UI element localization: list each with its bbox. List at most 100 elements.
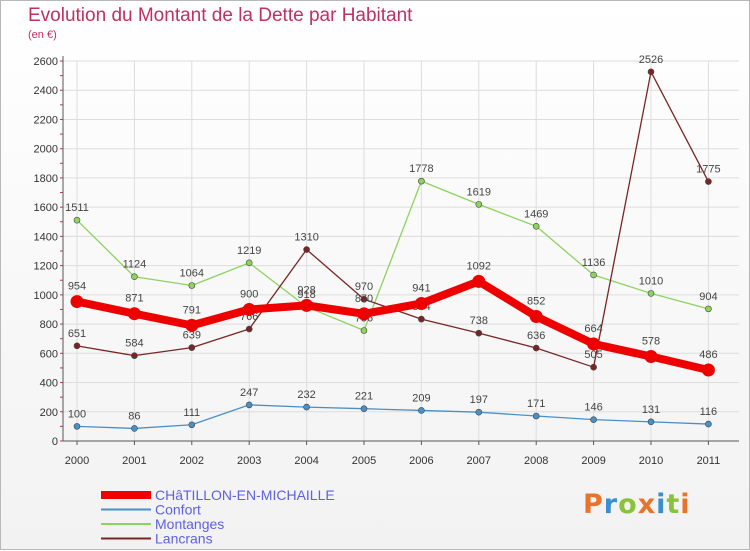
x-tick-label: 2011 [697, 455, 721, 467]
data-label: 639 [183, 330, 201, 342]
data-label: 171 [527, 398, 545, 410]
data-point [587, 337, 601, 351]
data-label: 651 [68, 328, 86, 340]
data-point [303, 403, 310, 411]
y-tick-label: 400 [40, 378, 58, 390]
y-tick-label: 800 [40, 319, 58, 331]
data-label: 1219 [237, 245, 261, 257]
x-tick-label: 2004 [294, 455, 318, 467]
data-point [188, 282, 196, 289]
data-point [131, 273, 138, 281]
data-point [418, 315, 425, 323]
data-point [532, 223, 540, 230]
legend-label: Montanges [155, 516, 224, 532]
data-label: 578 [642, 336, 660, 348]
x-tick-label: 2002 [180, 455, 204, 467]
data-point [245, 325, 253, 333]
data-label: 1511 [65, 202, 89, 214]
legend-label: Lancrans [155, 531, 213, 547]
data-point [705, 178, 712, 185]
data-label: 1136 [582, 257, 606, 269]
data-point [532, 412, 540, 420]
data-label: 636 [527, 330, 545, 342]
logo-letter: o [618, 489, 638, 520]
data-label: 1124 [123, 259, 147, 271]
data-point [300, 298, 314, 312]
data-point [188, 421, 196, 429]
logo-letter: x [637, 489, 657, 520]
data-label: 486 [699, 349, 717, 361]
x-tick-label: 2010 [639, 455, 663, 467]
y-tick-label: 1200 [34, 261, 58, 273]
data-label: 904 [699, 291, 717, 303]
data-label: 146 [584, 402, 602, 414]
data-label: 1092 [467, 260, 491, 272]
data-point [188, 344, 196, 351]
data-point [185, 318, 199, 332]
data-label: 852 [527, 295, 545, 307]
data-label: 131 [642, 404, 660, 416]
data-point [590, 271, 597, 279]
series-line-confort [76, 404, 709, 430]
data-point [705, 305, 712, 313]
x-tick-label: 2009 [581, 455, 605, 467]
y-tick-label: 1000 [34, 290, 58, 302]
y-tick-label: 2200 [34, 114, 58, 126]
logo-letter: t [666, 489, 681, 520]
data-label: 791 [183, 304, 201, 316]
data-label: 1619 [467, 186, 491, 198]
data-label: 970 [355, 281, 373, 293]
data-point [475, 329, 483, 337]
data-label: 941 [412, 282, 430, 294]
y-tick-label: 0 [52, 436, 58, 448]
data-label: 197 [470, 394, 488, 406]
data-point [127, 307, 141, 321]
data-label: 1310 [294, 232, 318, 244]
data-point [414, 296, 428, 310]
data-point [647, 290, 655, 297]
data-label: 900 [240, 288, 258, 300]
data-label: 100 [68, 408, 86, 420]
data-point [647, 418, 655, 426]
series-line-châtillon-en-michaille [76, 277, 710, 374]
data-label: 1064 [180, 267, 204, 279]
y-tick-label: 1800 [34, 173, 58, 185]
data-point [131, 352, 138, 359]
y-tick-label: 1400 [34, 231, 58, 243]
data-point [472, 274, 486, 288]
data-point [647, 68, 655, 76]
data-label: 1469 [524, 208, 548, 220]
proxiti-logo: Proxiti [583, 489, 691, 520]
logo-letter: i [656, 489, 667, 520]
data-point [529, 309, 543, 323]
chart-subtitle: (en €) [28, 29, 57, 41]
data-point [303, 246, 310, 253]
data-point [590, 416, 597, 423]
data-label: 86 [128, 410, 140, 422]
data-point [590, 363, 597, 371]
data-point [70, 295, 84, 309]
data-label: 111 [183, 407, 200, 419]
data-label: 116 [700, 406, 718, 418]
data-point [701, 363, 715, 377]
data-point [242, 302, 256, 316]
x-tick-label: 2000 [65, 455, 89, 467]
data-label: 871 [125, 293, 143, 305]
data-label: 584 [125, 338, 143, 350]
x-tick-label: 2005 [352, 455, 376, 467]
x-tick-label: 2007 [467, 455, 491, 467]
data-label: 1778 [409, 163, 433, 175]
data-point [705, 420, 712, 428]
y-tick-label: 600 [40, 348, 58, 360]
data-point [131, 425, 138, 432]
data-label: 1775 [696, 164, 720, 176]
y-tick-label: 1600 [34, 202, 58, 214]
data-label: 870 [355, 293, 373, 305]
data-point [418, 407, 425, 414]
data-point [475, 408, 483, 416]
y-tick-label: 2400 [34, 85, 58, 97]
data-point [73, 423, 81, 430]
data-point [245, 259, 253, 267]
data-label: 2526 [639, 54, 663, 66]
